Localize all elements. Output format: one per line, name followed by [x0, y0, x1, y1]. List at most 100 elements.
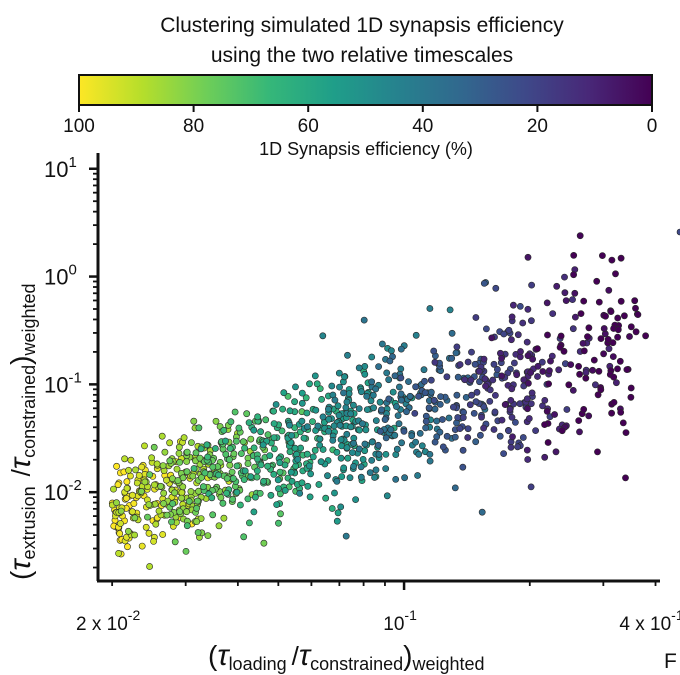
- scatter-point: [488, 334, 496, 342]
- scatter-point: [298, 389, 306, 397]
- scatter-point: [507, 443, 515, 451]
- scatter-point: [459, 463, 467, 471]
- scatter-point: [466, 401, 474, 409]
- scatter-point: [311, 372, 319, 380]
- scatter-point: [179, 474, 187, 482]
- scatter-point: [298, 399, 306, 407]
- scatter-point: [198, 474, 205, 481]
- scatter-point: [266, 452, 274, 459]
- scatter-point: [182, 548, 190, 555]
- scatter-point: [508, 413, 516, 421]
- scatter-point: [491, 408, 499, 416]
- scatter-point: [395, 383, 403, 391]
- scatter-point: [514, 331, 522, 339]
- y-label-sub-constrained: constrained: [19, 365, 39, 458]
- scatter-point: [343, 430, 351, 438]
- scatter-point: [333, 517, 341, 525]
- scatter-point: [294, 455, 302, 463]
- scatter-point: [126, 472, 134, 480]
- x-label-close-paren: ): [403, 640, 412, 671]
- scatter-point: [508, 385, 516, 393]
- scatter-point: [236, 501, 244, 509]
- scatter-point: [189, 472, 197, 480]
- scatter-point: [412, 331, 420, 339]
- scatter-point: [309, 453, 317, 461]
- scatter-point: [571, 289, 579, 297]
- scatter-point: [538, 358, 546, 366]
- scatter-point: [316, 435, 324, 443]
- scatter-point: [378, 340, 386, 348]
- scatter-point: [273, 501, 281, 508]
- scatter-point: [398, 439, 405, 447]
- colorbar-tick-label: 80: [183, 116, 204, 137]
- scatter-point: [519, 434, 527, 441]
- scatter-point: [552, 448, 560, 456]
- scatter-point: [347, 423, 355, 431]
- scatter-point: [270, 445, 278, 453]
- scatter-point: [192, 449, 200, 457]
- scatter-point: [259, 441, 267, 449]
- scatter-point: [604, 335, 612, 343]
- scatter-point: [163, 511, 171, 519]
- scatter-point: [642, 332, 649, 340]
- scatter-point: [433, 417, 441, 425]
- scatter-point: [166, 439, 173, 447]
- scatter-point: [579, 339, 587, 347]
- scatter-point: [381, 416, 389, 423]
- scatter-point: [368, 353, 376, 361]
- scatter-point: [510, 301, 517, 309]
- scatter-point: [306, 380, 313, 388]
- scatter-point: [391, 431, 399, 439]
- scatter-point: [240, 476, 248, 483]
- scatter-point: [570, 271, 577, 279]
- scatter-point: [347, 410, 355, 418]
- x-label-sub-loading: loading: [229, 654, 287, 674]
- x-tick-label: 4 x 10-1: [619, 607, 680, 635]
- scatter-point: [276, 468, 284, 476]
- scatter-point: [361, 362, 369, 370]
- chart-title-line-2: using the two relative timescales: [211, 44, 513, 67]
- scatter-point: [406, 392, 414, 400]
- scatter-point: [131, 514, 139, 522]
- x-tick-label: 10-1: [383, 607, 417, 635]
- scatter-point: [376, 398, 384, 406]
- scatter-point: [576, 232, 584, 240]
- scatter-point: [132, 466, 139, 474]
- x-label-tau-2: τ: [299, 639, 312, 672]
- scatter-point: [368, 456, 376, 464]
- scatter-point: [565, 381, 573, 389]
- scatter-point: [529, 355, 536, 363]
- colorbar-tick-label: 60: [298, 116, 319, 137]
- scatter-point: [456, 361, 464, 368]
- scatter-point: [614, 326, 622, 334]
- scatter-point: [171, 489, 178, 497]
- scatter-point: [256, 489, 264, 497]
- scatter-point: [412, 383, 419, 391]
- scatter-point: [516, 302, 524, 310]
- scatter-point: [145, 529, 153, 537]
- scatter-point: [348, 449, 356, 456]
- scatter-point: [508, 313, 516, 321]
- scatter-point: [357, 473, 365, 481]
- scatter-point: [362, 426, 370, 434]
- scatter-point: [201, 469, 209, 477]
- scatter-point: [225, 456, 233, 463]
- scatter-point: [427, 376, 435, 384]
- scatter-point: [208, 494, 216, 502]
- scatter-point: [446, 306, 454, 314]
- scatter-point: [325, 427, 332, 435]
- scatter-point: [382, 450, 390, 458]
- scatter-point: [368, 438, 376, 446]
- scatter-point: [173, 465, 181, 473]
- scatter-point: [528, 389, 536, 397]
- scatter-point: [539, 368, 547, 375]
- scatter-point: [427, 388, 435, 396]
- scatter-point: [340, 389, 347, 397]
- scatter-point: [358, 420, 366, 428]
- scatter-point: [366, 469, 374, 476]
- scatter-point: [506, 405, 514, 413]
- scatter-point: [264, 431, 272, 439]
- scatter-point: [562, 297, 570, 304]
- scatter-point: [331, 489, 338, 497]
- scatter-point: [436, 400, 444, 408]
